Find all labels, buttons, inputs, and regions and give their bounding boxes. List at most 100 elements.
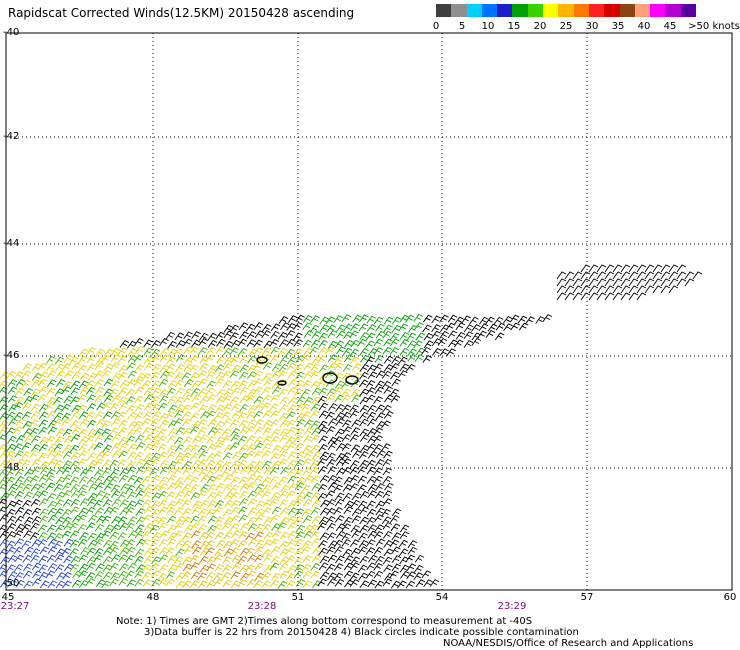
wind-barb — [72, 570, 82, 579]
wind-barb — [287, 370, 298, 379]
wind-barb — [189, 554, 200, 563]
wind-barb — [70, 489, 81, 498]
wind-barb — [676, 264, 687, 273]
wind-barb — [214, 420, 225, 429]
wind-barb — [215, 355, 226, 364]
wind-barb — [150, 452, 161, 461]
wind-barb — [222, 579, 233, 588]
wind-barb — [366, 475, 377, 484]
wind-barb — [207, 404, 217, 412]
wind-barb — [398, 539, 409, 548]
wind-barb — [189, 412, 200, 421]
wind-barb — [494, 332, 505, 341]
wind-barb — [335, 412, 345, 420]
wind-barb — [95, 356, 106, 365]
wind-barb — [159, 364, 170, 373]
wind-barb — [383, 355, 394, 364]
wind-barb — [333, 387, 344, 395]
wind-barb — [341, 452, 352, 460]
wind-barb — [144, 523, 154, 531]
wind-barb — [423, 579, 433, 588]
wind-barb — [359, 404, 370, 413]
wind-barb — [286, 539, 297, 547]
wind-barb — [197, 370, 208, 378]
wind-barb — [205, 547, 215, 556]
map-title: Rapidscat Corrected Winds(12.5KM) 201504… — [8, 6, 355, 20]
wind-barb — [261, 347, 272, 356]
wind-barb — [269, 562, 280, 571]
wind-barb — [207, 426, 218, 435]
wind-barb — [78, 411, 89, 420]
wind-barb — [198, 532, 209, 540]
wind-barb — [247, 554, 257, 563]
wind-barb — [247, 419, 257, 428]
wind-barb — [126, 491, 137, 500]
wind-barb — [125, 570, 135, 579]
wind-barb — [78, 449, 89, 458]
wind-barb — [199, 499, 210, 508]
wind-barb — [32, 570, 42, 579]
wind-barb — [181, 452, 192, 461]
contamination-circle — [322, 372, 338, 384]
wind-barb — [229, 324, 240, 333]
wind-barb — [231, 364, 241, 373]
wind-barb — [294, 428, 305, 436]
wind-barb — [287, 507, 298, 516]
wind-barb — [357, 466, 367, 475]
wind-barb — [118, 387, 128, 395]
wind-barb — [296, 396, 306, 404]
wind-barb — [158, 554, 169, 563]
wind-barb — [197, 458, 208, 467]
wind-barb — [320, 499, 330, 508]
wind-barb — [54, 564, 65, 572]
wind-barb — [612, 278, 623, 287]
wind-barb — [197, 404, 208, 413]
wind-barb — [136, 372, 146, 381]
wind-barb — [63, 435, 74, 444]
wind-barb — [400, 570, 410, 579]
wind-barb — [230, 491, 240, 500]
wind-barb — [205, 354, 215, 363]
wind-barb — [87, 452, 97, 461]
wind-barb — [318, 444, 328, 452]
wind-barb — [47, 546, 58, 555]
wind-barb — [381, 420, 391, 429]
wind-barb — [119, 507, 130, 515]
wind-barb — [158, 451, 168, 460]
wind-barb — [134, 403, 145, 412]
wind-barb — [125, 484, 136, 493]
wind-barb — [357, 475, 368, 484]
wind-barb — [70, 506, 80, 515]
wind-barb — [382, 330, 393, 339]
wind-barb — [446, 348, 456, 357]
wind-barb — [238, 322, 249, 331]
wind-barb — [373, 347, 384, 355]
scale-label: 25 — [559, 21, 573, 32]
wind-barb — [214, 499, 225, 508]
wind-barb — [373, 427, 384, 436]
wind-barb — [303, 347, 313, 356]
scale-swatch — [573, 4, 590, 17]
wind-barb — [238, 452, 249, 461]
wind-barb — [278, 363, 289, 372]
wind-barb — [564, 285, 575, 294]
wind-barb — [55, 548, 65, 557]
wind-barb — [223, 444, 234, 453]
wind-barb — [414, 554, 425, 563]
wind-barb — [271, 506, 282, 515]
wind-barb — [198, 508, 208, 517]
wind-barb — [168, 428, 178, 436]
wind-barb — [200, 474, 210, 483]
wind-barb — [309, 324, 320, 333]
wind-barb — [135, 489, 145, 498]
wind-barb — [221, 468, 231, 477]
scale-swatch — [634, 4, 651, 17]
wind-barb — [357, 564, 368, 573]
wind-barb — [253, 322, 264, 330]
wind-barb — [350, 339, 360, 348]
wind-barb — [285, 436, 296, 445]
wind-barb — [262, 435, 273, 444]
wind-barb — [151, 532, 162, 540]
wind-barb — [295, 402, 306, 411]
